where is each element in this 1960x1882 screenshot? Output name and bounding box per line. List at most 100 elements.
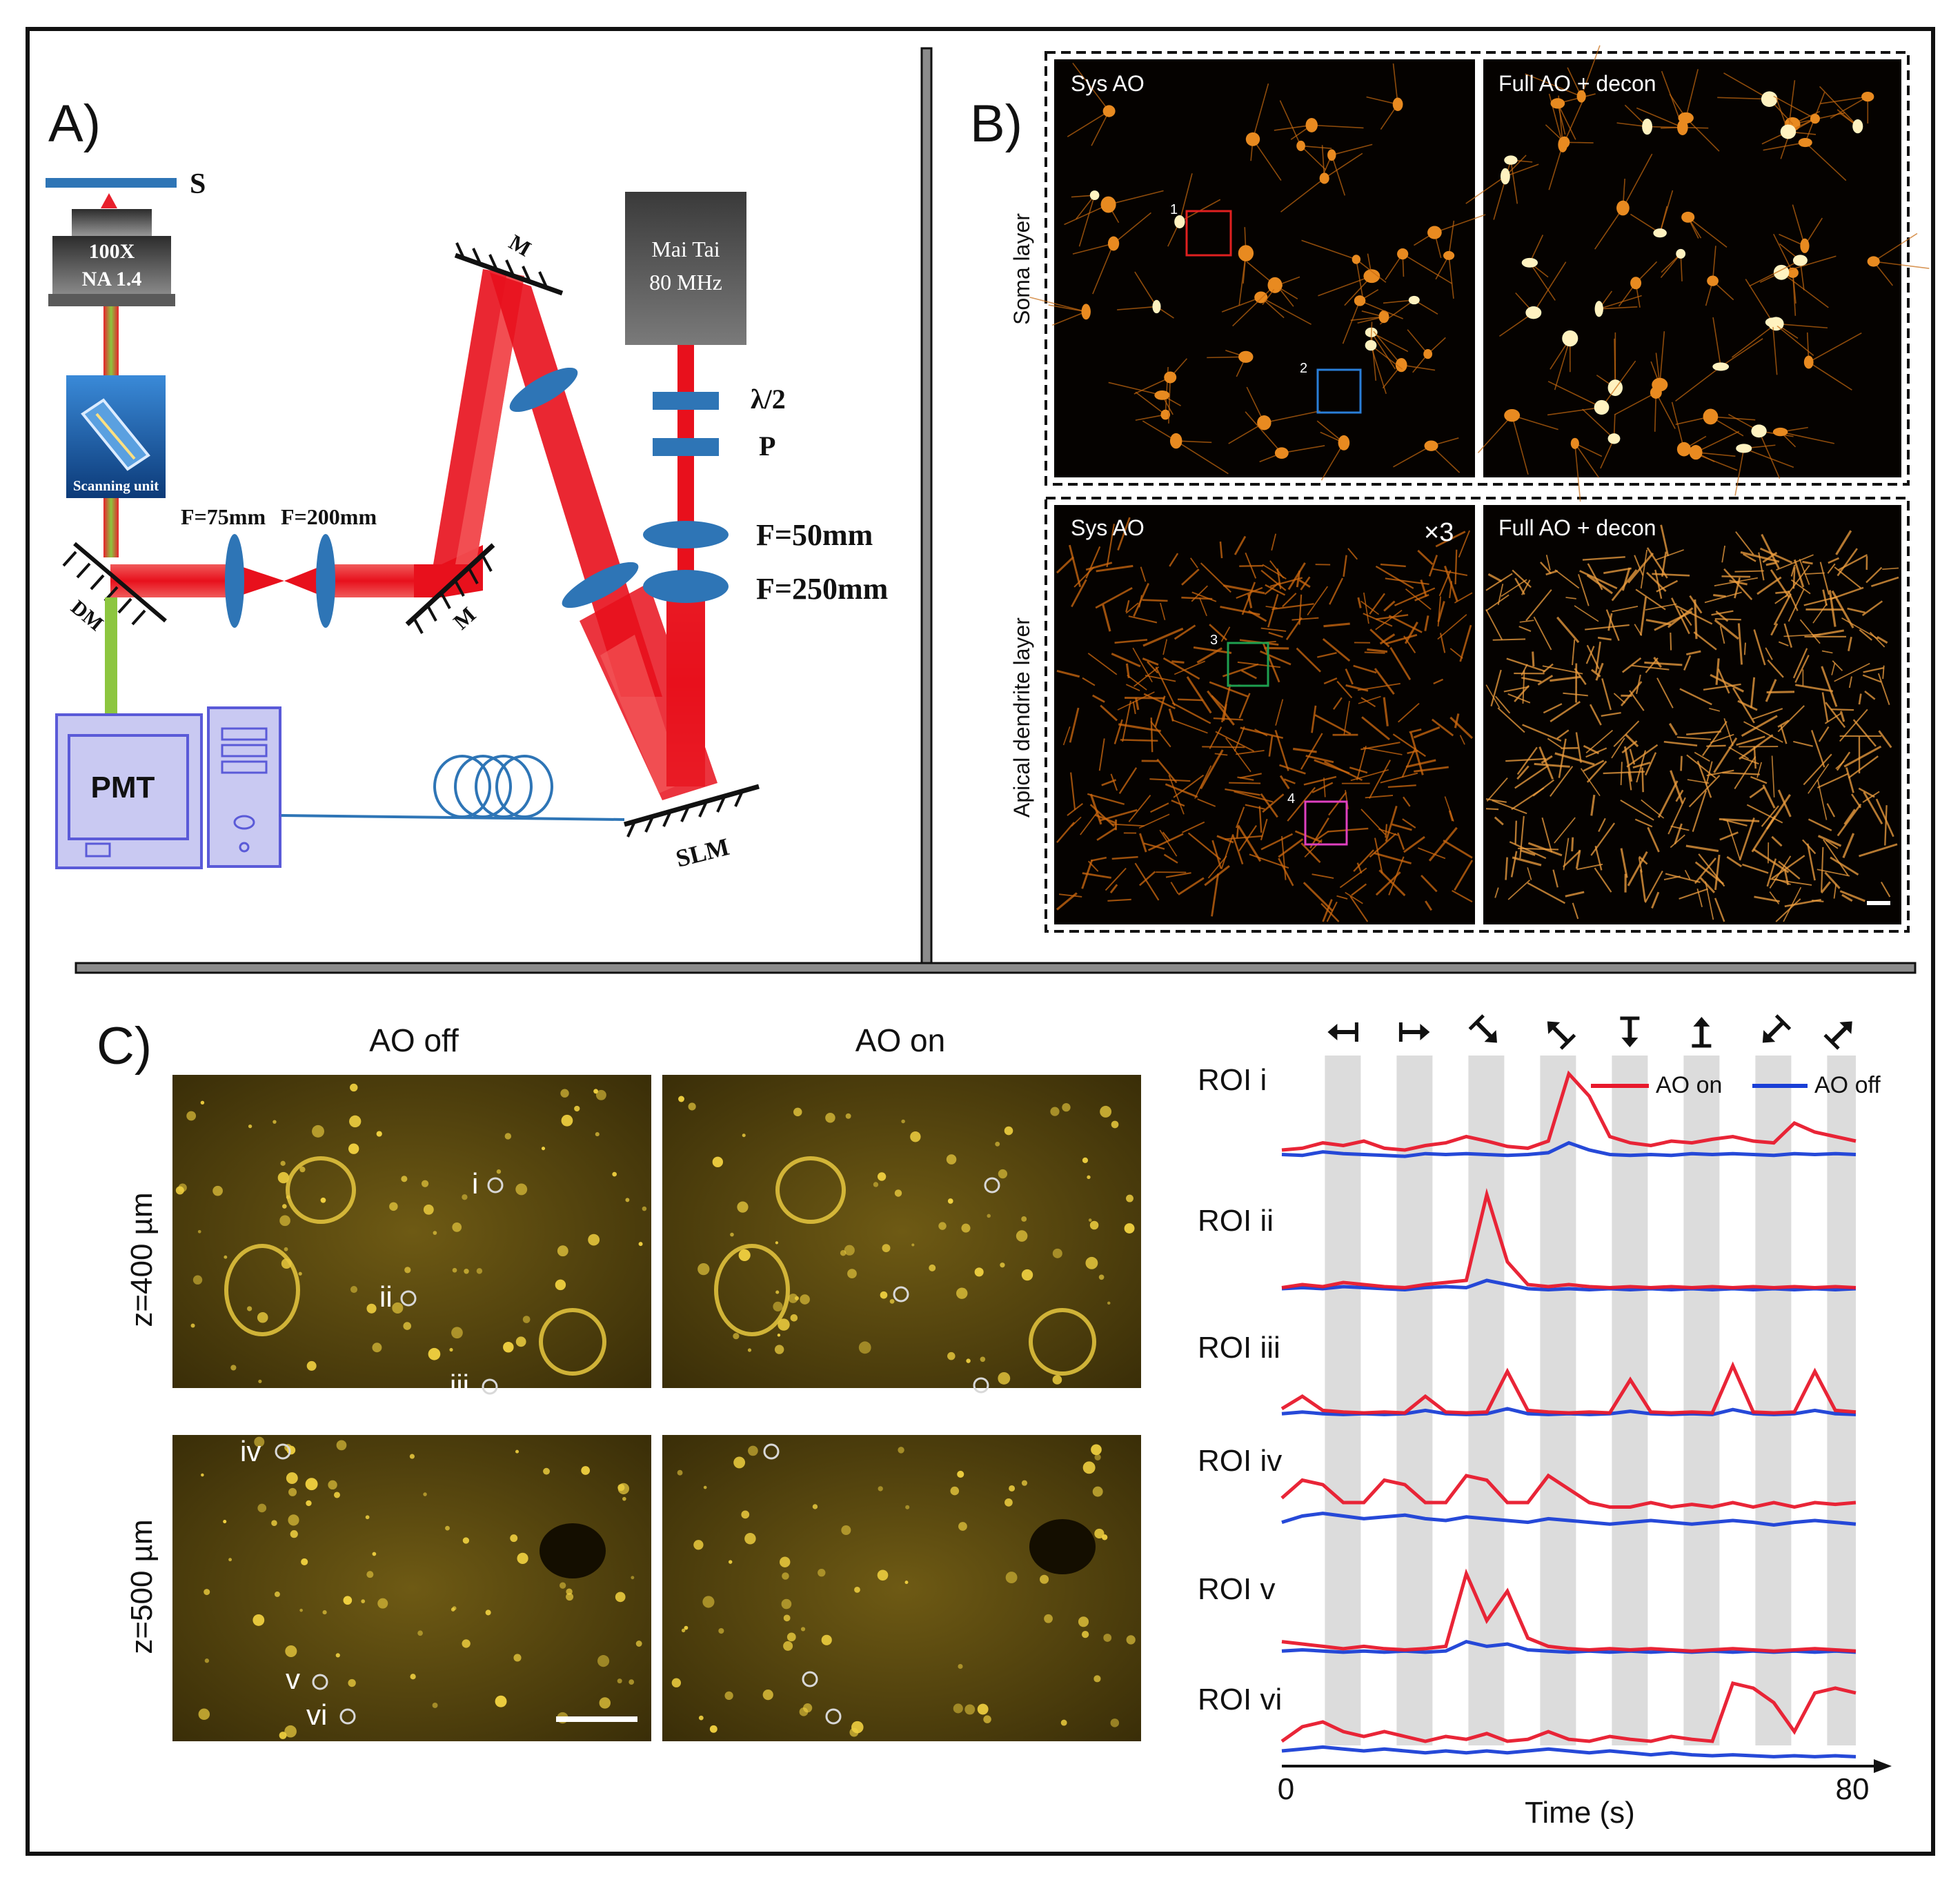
roi-box-1-label: 1 [1170, 202, 1178, 217]
dendrite [1534, 762, 1570, 768]
neurite [1280, 177, 1325, 212]
dendrite [1693, 631, 1717, 651]
roi-box-4-label: 4 [1287, 791, 1295, 806]
dendrite [1235, 806, 1245, 829]
dendrite [1808, 818, 1832, 831]
soma [1642, 118, 1653, 135]
bright-puncta [788, 1294, 798, 1303]
bright-puncta [631, 1576, 635, 1580]
neurite [1281, 445, 1325, 454]
dendrite [1863, 666, 1884, 673]
neurite [1636, 107, 1683, 128]
dendrite [1245, 804, 1265, 810]
soma-ring [714, 1244, 790, 1336]
soma [1152, 299, 1161, 314]
dendrite [1293, 747, 1317, 753]
dendrite [1660, 524, 1670, 557]
dendrite [1417, 847, 1446, 860]
dendrite [1485, 798, 1507, 803]
dendrite [1556, 616, 1580, 644]
neurite [1370, 344, 1403, 370]
bright-puncta [681, 1628, 686, 1633]
dendrite [1657, 780, 1679, 818]
dendrite [1486, 777, 1508, 802]
dendrite [1425, 900, 1433, 911]
objective: 100X NA 1.4 [48, 209, 175, 306]
dendrite [1174, 624, 1196, 640]
dendrite [1586, 574, 1614, 595]
dendrite [1828, 590, 1837, 627]
dendrite [1770, 623, 1779, 636]
trace-ao-on [1281, 1070, 1857, 1152]
bright-puncta [783, 1614, 791, 1622]
neurite [1252, 83, 1269, 140]
bright-puncta [451, 1607, 455, 1612]
beam-objective [103, 306, 119, 375]
dendrite [1620, 848, 1628, 878]
dendrite [1187, 832, 1222, 860]
dendrite [1864, 690, 1876, 700]
neurite [1660, 253, 1681, 279]
soma [1164, 371, 1177, 384]
bright-puncta [401, 1176, 408, 1182]
bright-puncta [599, 1697, 611, 1709]
soma [1800, 238, 1810, 253]
dendrite [1424, 615, 1429, 631]
dendrite [1522, 670, 1525, 704]
dendrite [1765, 679, 1777, 702]
dendrite [1521, 677, 1542, 683]
dendrite [1127, 674, 1147, 691]
dendrite [1367, 648, 1388, 653]
dendrite [1132, 701, 1136, 715]
dendrite [1260, 569, 1287, 591]
dendrite [1343, 700, 1350, 735]
dendrite [1353, 664, 1377, 674]
dendrite [1154, 695, 1166, 727]
bright-puncta [1110, 1718, 1120, 1727]
dendrite [1396, 832, 1405, 851]
dendrite [1435, 531, 1466, 548]
x-tick-0: 0 [1278, 1772, 1294, 1806]
trace-ao-off [1281, 1140, 1857, 1158]
dendrite [1278, 838, 1304, 858]
dendrite [1694, 751, 1710, 762]
dendrite [1298, 579, 1311, 588]
dendrite [1674, 823, 1683, 844]
bright-puncta [204, 1589, 210, 1596]
dendrite [1056, 669, 1080, 678]
dendrite [1582, 556, 1625, 561]
dendrite [1862, 674, 1882, 683]
dendrite [1403, 835, 1425, 853]
lens-tilted-upper [509, 367, 578, 413]
dendrite [1770, 569, 1790, 598]
focus-cone [101, 193, 117, 208]
bright-puncta [677, 1469, 683, 1476]
dendrite [1862, 791, 1880, 803]
neurite [1743, 448, 1794, 468]
dendrite [1761, 805, 1779, 827]
dendrite [1775, 898, 1801, 922]
bright-puncta [288, 1514, 299, 1526]
soma [1365, 339, 1377, 351]
dendrite [1726, 855, 1743, 868]
bright-puncta [983, 1715, 991, 1723]
soma [1792, 255, 1808, 266]
dendrite [1159, 829, 1178, 857]
neurite [1788, 80, 1796, 132]
dendrite [1769, 891, 1780, 904]
soma [1238, 350, 1254, 363]
soma [1736, 444, 1752, 453]
lens-f50-label: F=50mm [756, 518, 873, 552]
bright-puncta [1085, 1256, 1098, 1269]
dendrite [1118, 767, 1138, 794]
bright-puncta [998, 1169, 1008, 1179]
bright-puncta [566, 1588, 573, 1595]
neurite [1819, 86, 1859, 127]
dendrite [1133, 582, 1149, 617]
dendrite [1485, 594, 1509, 612]
neurite [1659, 331, 1665, 385]
dendrite [1847, 607, 1865, 614]
neurite [1792, 204, 1805, 246]
dendrite [1283, 778, 1296, 784]
soma [1154, 390, 1170, 400]
